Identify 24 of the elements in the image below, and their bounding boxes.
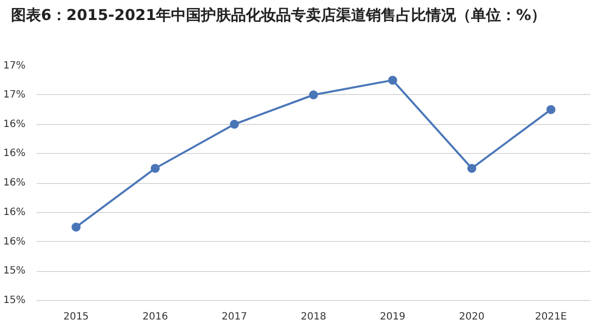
point	[388, 76, 398, 85]
point	[309, 90, 318, 100]
y-tick-label: 16%	[3, 148, 26, 160]
y-tick-label: 15%	[3, 266, 26, 277]
y-tick-label: 15%	[3, 295, 26, 306]
point	[72, 222, 81, 232]
point	[467, 164, 476, 173]
point	[230, 120, 239, 129]
x-tick-label: 2020	[459, 312, 485, 322]
x-tick-label: 2017	[222, 312, 248, 322]
y-tick-label: 17%	[3, 60, 26, 72]
x-tick-label: 2019	[380, 312, 406, 322]
y-tick-label: 16%	[3, 178, 26, 188]
x-tick-label: 2016	[142, 312, 168, 322]
y-tick-label: 16%	[3, 118, 26, 130]
point	[150, 164, 160, 173]
y-tick-label: 17%	[3, 89, 26, 100]
x-tick-label: 2018	[300, 312, 326, 322]
x-tick-label: 2015	[63, 312, 89, 322]
point	[546, 105, 556, 114]
chart-title: 图表6：2015-2021年中国护肤品化妆品专卖店渠道销售占比情况（单位：%）	[11, 5, 546, 25]
y-tick-label: 16%	[3, 236, 26, 248]
y-tick-label: 16%	[3, 206, 26, 218]
x-tick-label: 2021E	[535, 312, 567, 322]
